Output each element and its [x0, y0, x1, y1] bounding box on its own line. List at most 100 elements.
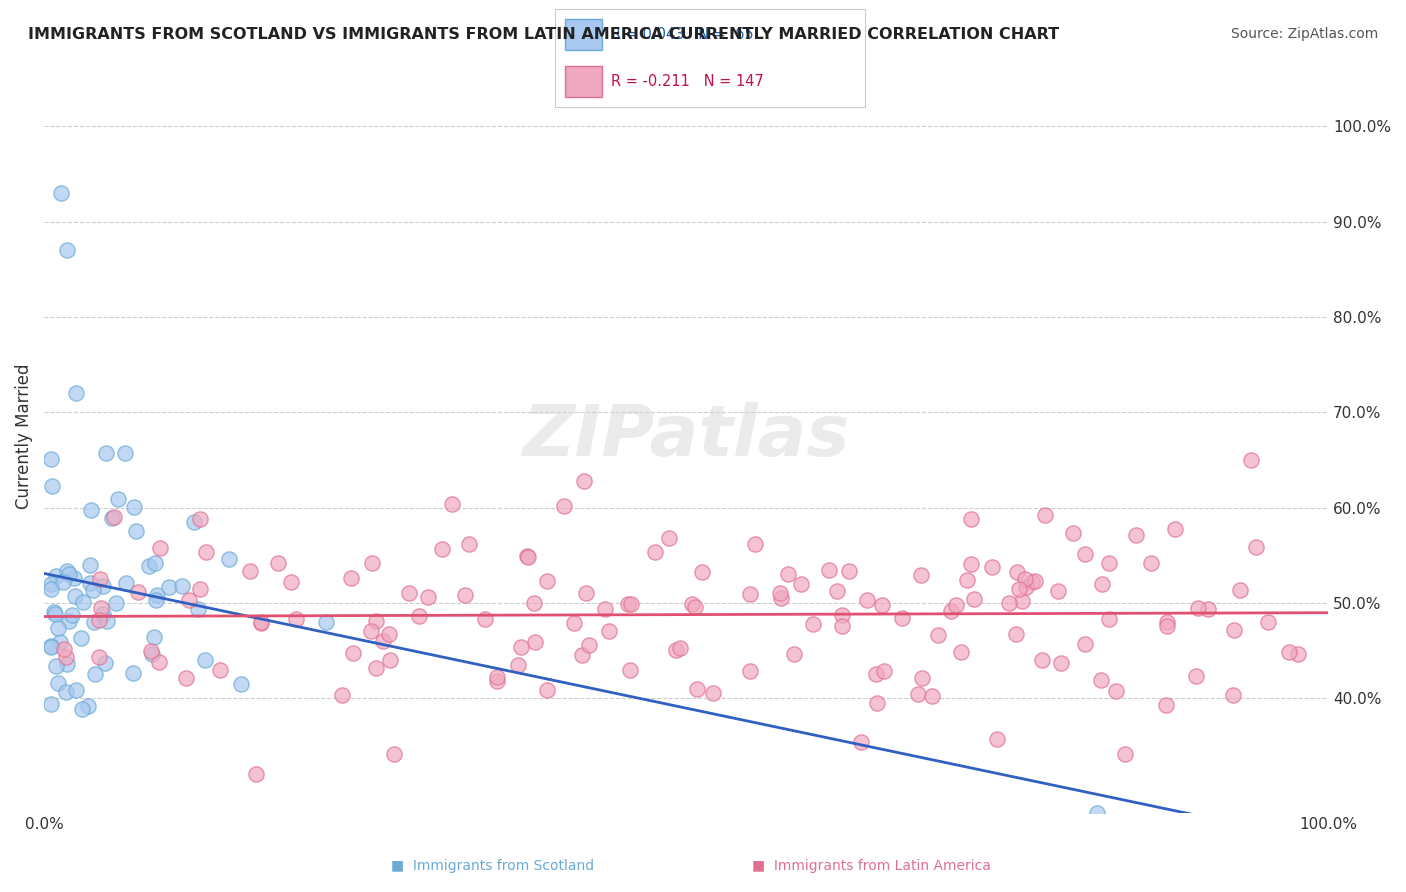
- Point: [56, 244, 79, 258]
- Point: [149, 541, 172, 556]
- Point: [145, 592, 167, 607]
- Point: [950, 644, 973, 658]
- Point: [956, 573, 979, 587]
- Point: [536, 574, 558, 588]
- Point: [366, 661, 388, 675]
- Point: [776, 566, 799, 581]
- Point: [48, 621, 70, 635]
- Point: [89, 573, 111, 587]
- Point: [229, 676, 252, 690]
- Point: [177, 593, 200, 607]
- Text: R = 0.043   N =  65: R = 0.043 N = 65: [612, 27, 754, 42]
- Point: [981, 560, 1004, 574]
- Y-axis label: Currently Married: Currently Married: [15, 363, 32, 508]
- Point: [486, 670, 509, 684]
- Point: [315, 615, 337, 629]
- Point: [578, 638, 600, 652]
- Point: [408, 609, 430, 624]
- Point: [44, 607, 66, 621]
- Point: [1046, 583, 1069, 598]
- Point: [1114, 747, 1136, 762]
- Point: [72, 594, 94, 608]
- Point: [360, 624, 382, 638]
- Point: [100, 510, 122, 524]
- Point: [172, 579, 194, 593]
- Point: [911, 671, 934, 685]
- Text: ■  Immigrants from Latin America: ■ Immigrants from Latin America: [752, 859, 991, 872]
- Point: [250, 615, 273, 630]
- Point: [658, 531, 681, 545]
- Point: [1240, 453, 1263, 467]
- Point: [865, 667, 887, 681]
- Point: [927, 628, 949, 642]
- Point: [1244, 541, 1267, 555]
- Point: [1031, 653, 1053, 667]
- Point: [681, 597, 703, 611]
- Point: [340, 571, 363, 585]
- Point: [1098, 556, 1121, 570]
- Point: [39, 582, 62, 597]
- Point: [474, 612, 496, 626]
- Point: [616, 597, 638, 611]
- Point: [121, 666, 143, 681]
- Point: [593, 601, 616, 615]
- Point: [831, 619, 853, 633]
- Point: [103, 509, 125, 524]
- Point: [79, 558, 101, 572]
- Point: [838, 565, 860, 579]
- Point: [82, 583, 104, 598]
- Point: [138, 559, 160, 574]
- Point: [70, 702, 93, 716]
- Point: [94, 446, 117, 460]
- Point: [245, 767, 267, 781]
- Point: [280, 575, 302, 590]
- Point: [142, 630, 165, 644]
- Point: [770, 591, 793, 606]
- Point: [378, 653, 401, 667]
- Point: [517, 549, 540, 564]
- Point: [208, 664, 231, 678]
- Point: [801, 617, 824, 632]
- Point: [1164, 522, 1187, 536]
- Point: [782, 647, 804, 661]
- Point: [1033, 508, 1056, 523]
- Point: [524, 635, 547, 649]
- Point: [114, 446, 136, 460]
- Point: [39, 639, 62, 653]
- Point: [60, 607, 83, 622]
- Point: [1005, 565, 1028, 579]
- Point: [194, 545, 217, 559]
- Point: [58, 614, 80, 628]
- Point: [124, 500, 146, 515]
- Point: [79, 576, 101, 591]
- Point: [174, 672, 197, 686]
- Text: Source: ZipAtlas.com: Source: ZipAtlas.com: [1230, 27, 1378, 41]
- Point: [157, 580, 180, 594]
- Point: [382, 747, 405, 761]
- Point: [49, 186, 72, 200]
- Point: [458, 537, 481, 551]
- Point: [686, 681, 709, 696]
- Point: [831, 607, 853, 622]
- Point: [55, 649, 77, 664]
- Point: [1097, 612, 1119, 626]
- Point: [373, 634, 395, 648]
- Text: R = -0.211   N = 147: R = -0.211 N = 147: [612, 74, 763, 89]
- Point: [91, 607, 114, 621]
- Point: [1021, 574, 1043, 589]
- Point: [77, 698, 100, 713]
- Point: [1286, 647, 1309, 661]
- Point: [56, 564, 79, 578]
- FancyBboxPatch shape: [565, 66, 602, 97]
- Point: [188, 512, 211, 526]
- Point: [562, 615, 585, 630]
- Point: [817, 563, 839, 577]
- Point: [454, 588, 477, 602]
- Point: [1090, 673, 1112, 687]
- Point: [45, 569, 67, 583]
- Point: [266, 557, 288, 571]
- Point: [440, 497, 463, 511]
- Point: [39, 577, 62, 591]
- Point: [1229, 582, 1251, 597]
- Text: ZIPatlas: ZIPatlas: [523, 401, 849, 471]
